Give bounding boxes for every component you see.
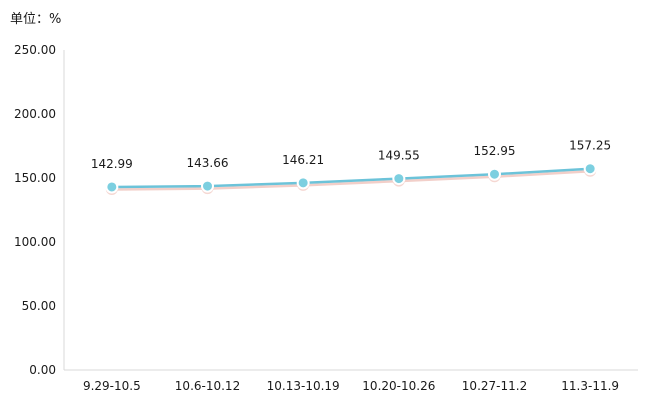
y-tick-label: 150.00 — [14, 171, 56, 185]
data-point — [201, 179, 214, 193]
series-line — [105, 162, 597, 195]
data-labels: 142.99 143.66 146.21 149.55 152.95 157.25 — [91, 139, 611, 171]
data-point — [488, 167, 501, 181]
series-line-shadow — [111, 169, 591, 191]
y-tick-label: 200.00 — [14, 107, 56, 121]
y-axis: 0.00 50.00 100.00 150.00 200.00 250.00 — [14, 43, 65, 377]
data-point — [583, 162, 597, 176]
series-line-path — [111, 167, 591, 189]
data-label: 149.55 — [378, 149, 420, 163]
data-point — [296, 176, 310, 190]
x-tick-label: 10.27-11.2 — [462, 379, 527, 393]
data-label: 146.21 — [282, 153, 324, 167]
y-tick-label: 100.00 — [14, 235, 56, 249]
data-point — [392, 172, 406, 186]
data-label: 157.25 — [569, 139, 611, 153]
x-tick-label: 11.3-11.9 — [561, 379, 619, 393]
x-tick-label: 9.29-10.5 — [83, 379, 141, 393]
data-label: 143.66 — [187, 156, 229, 170]
x-axis: 9.29-10.5 10.6-10.12 10.13-10.19 10.20-10.2… — [64, 369, 638, 393]
y-tick-label: 50.00 — [22, 299, 56, 313]
data-label: 142.99 — [91, 157, 133, 171]
unit-label: 单位：% — [10, 12, 62, 27]
x-tick-label: 10.6-10.12 — [175, 379, 240, 393]
y-tick-label: 0.00 — [29, 363, 56, 377]
x-tick-label: 10.13-10.19 — [267, 379, 340, 393]
data-label: 152.95 — [474, 144, 516, 158]
x-tick-label: 10.20-10.26 — [362, 379, 435, 393]
data-point — [105, 180, 119, 194]
y-tick-label: 250.00 — [14, 43, 56, 57]
